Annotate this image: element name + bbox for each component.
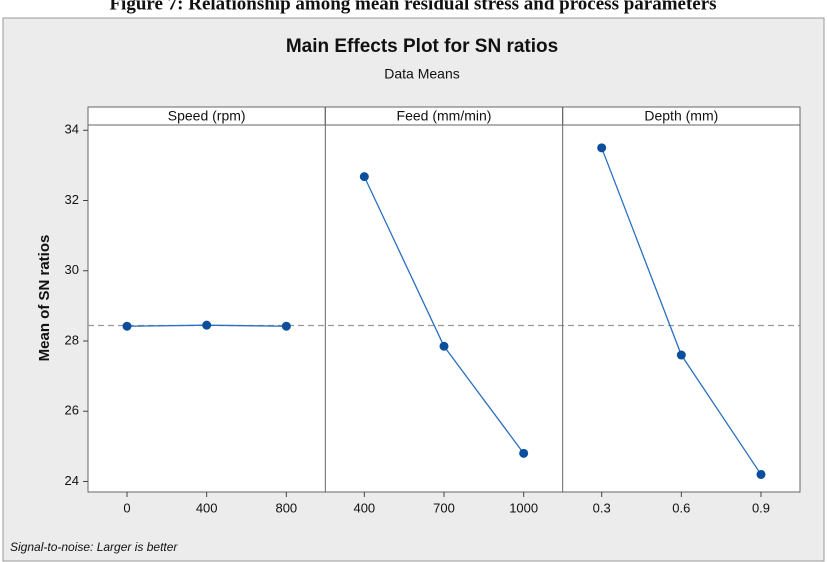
point [439, 341, 449, 351]
y-axis-label: Mean of SN ratios [36, 235, 53, 362]
point [756, 469, 766, 479]
x-tick-label: 400 [196, 500, 218, 515]
point [281, 321, 291, 331]
x-tick-label: 0.3 [593, 500, 611, 515]
point [597, 143, 607, 153]
panel-title: Depth (mm) [644, 108, 718, 124]
y-tick-label: 24 [65, 473, 79, 488]
point [122, 321, 132, 331]
x-tick-label: 0.6 [672, 500, 690, 515]
chart-subtitle: Data Means [384, 66, 459, 82]
panel-title: Feed (mm/min) [397, 108, 492, 124]
footnote: Signal-to-noise: Larger is better [10, 540, 178, 554]
x-tick-label: 700 [433, 500, 455, 515]
plot-area [87, 106, 801, 493]
caption: Figure 7: Relationship among mean residu… [109, 0, 716, 14]
x-tick-label: 0.9 [752, 500, 770, 515]
point [676, 350, 686, 360]
y-tick-label: 32 [65, 192, 79, 207]
chart-title: Main Effects Plot for SN ratios [286, 36, 558, 57]
y-tick-label: 30 [65, 262, 79, 277]
x-tick-label: 400 [353, 500, 375, 515]
point [519, 448, 529, 458]
point [359, 172, 369, 182]
y-tick-label: 34 [65, 122, 79, 137]
y-tick-label: 28 [65, 332, 79, 347]
panel-title: Speed (rpm) [168, 108, 246, 124]
x-tick-label: 800 [275, 500, 297, 515]
point [202, 320, 212, 330]
x-tick-label: 0 [123, 500, 130, 515]
y-tick-label: 26 [65, 403, 79, 418]
x-tick-label: 1000 [509, 500, 538, 515]
